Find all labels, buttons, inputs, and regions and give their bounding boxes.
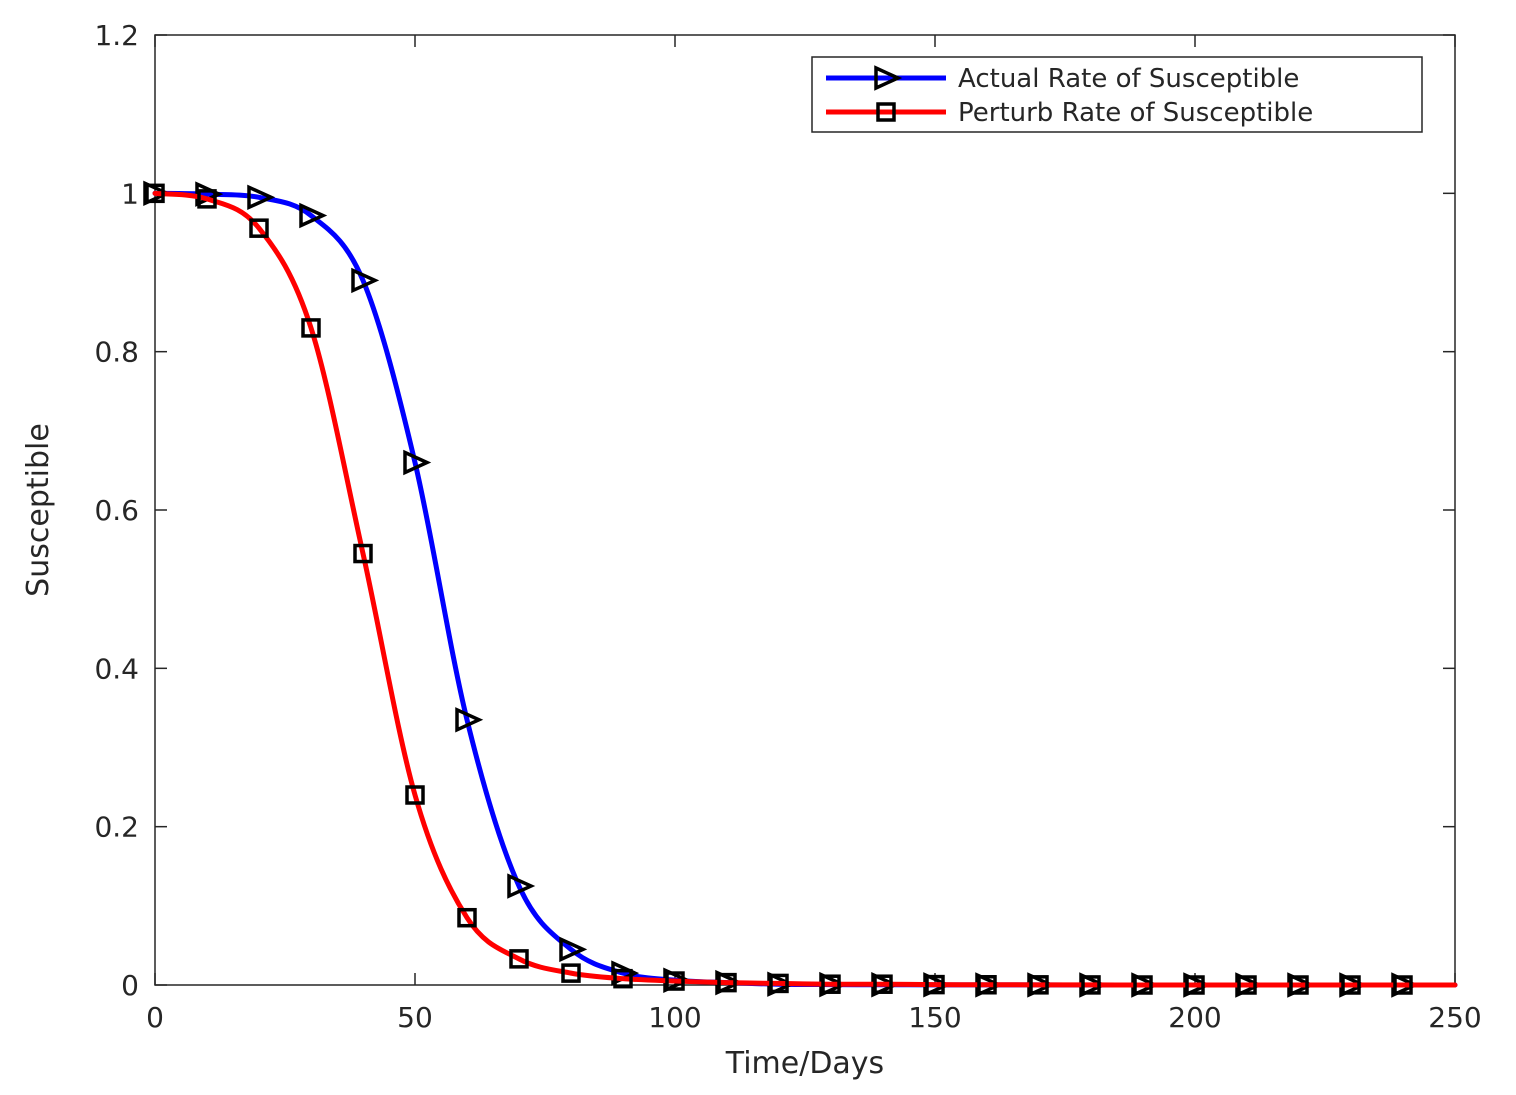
data-point — [977, 975, 997, 995]
data-point — [1237, 975, 1257, 995]
data-point — [405, 785, 425, 805]
data-point — [925, 974, 945, 995]
legend-label: Perturb Rate of Susceptible — [958, 98, 1313, 128]
data-point — [249, 218, 269, 238]
data-point — [1081, 975, 1101, 995]
y-tick-label: 1.2 — [94, 19, 139, 52]
plot-area — [154, 34, 1456, 986]
data-point — [353, 543, 373, 564]
x-tick-label: 0 — [146, 1001, 164, 1034]
y-axis-label: Susceptible — [21, 423, 56, 597]
data-point — [1029, 975, 1049, 995]
x-axis-label: Time/Days — [725, 1046, 884, 1081]
data-point — [1185, 975, 1205, 995]
data-point — [1393, 975, 1413, 995]
data-point — [247, 184, 276, 211]
y-tick-label: 0.8 — [94, 336, 139, 369]
legend-entries: Actual Rate of Susceptible Perturb Rate o… — [826, 64, 1313, 128]
y-tick-label: 1 — [121, 177, 139, 210]
x-tick-label: 100 — [648, 1001, 701, 1034]
data-point — [821, 974, 841, 994]
data-point — [717, 972, 737, 993]
data-point — [301, 318, 321, 338]
y-tick-label: 0.2 — [94, 811, 139, 844]
data-point — [1289, 975, 1309, 995]
data-point — [145, 183, 165, 204]
data-point — [351, 267, 380, 294]
legend: Actual Rate of Susceptible Perturb Rate o… — [811, 56, 1423, 133]
y-tick-label: 0.4 — [94, 652, 139, 685]
x-tick-label: 250 — [1428, 1001, 1481, 1034]
data-point — [403, 449, 432, 476]
x-tick-label: 50 — [397, 1001, 433, 1034]
data-point — [873, 974, 893, 994]
data-point — [559, 936, 588, 963]
series-layer — [143, 180, 1458, 998]
y-tick-label: 0 — [121, 969, 139, 1002]
x-tick-label: 200 — [1168, 1001, 1221, 1034]
data-point — [507, 873, 536, 899]
data-point — [197, 189, 217, 209]
legend-marker — [874, 65, 903, 91]
data-point — [143, 180, 172, 207]
data-point — [1133, 975, 1153, 995]
legend-label: Actual Rate of Susceptible — [958, 64, 1299, 94]
legend-entry: Actual Rate of Susceptible — [826, 64, 1299, 94]
series-line — [152, 190, 1458, 988]
data-point — [457, 907, 477, 928]
data-point — [769, 973, 789, 994]
data-point — [561, 963, 581, 983]
legend-entry: Perturb Rate of Susceptible — [826, 98, 1313, 128]
data-point — [1341, 975, 1361, 995]
axis-ticks: 0 50 100 150 200 250 0 0.2 0.4 0.6 0.8 1 1.2 — [94, 19, 1481, 1034]
legend-marker — [876, 102, 896, 122]
legend-box — [811, 56, 1423, 133]
data-point — [455, 707, 484, 733]
series-perturb — [145, 183, 1458, 995]
y-tick-label: 0.6 — [94, 494, 139, 527]
data-point — [665, 971, 685, 991]
data-point — [299, 202, 328, 229]
data-point — [509, 949, 529, 969]
x-tick-label: 150 — [908, 1001, 961, 1034]
data-point — [613, 968, 633, 989]
